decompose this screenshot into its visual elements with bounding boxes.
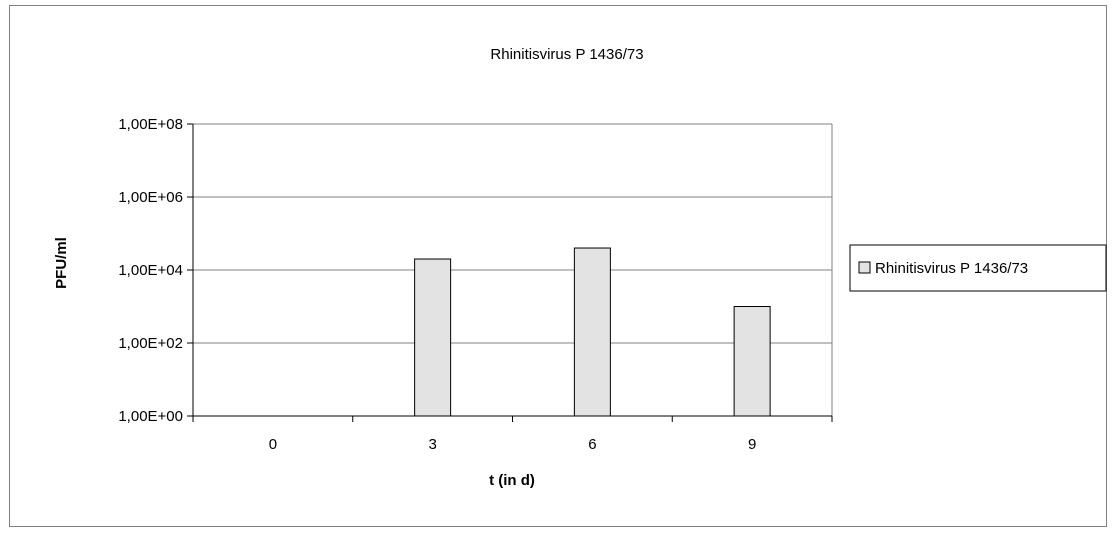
- gridlines: [193, 123, 833, 416]
- legend-box: [849, 244, 1107, 292]
- y-tick-labels: 1,00E+00 1,00E+02 1,00E+04 1,00E+06 1,00E+08: [118, 116, 183, 425]
- bars: [414, 247, 771, 417]
- y-tick-label: 1,00E+06: [118, 189, 183, 206]
- y-tick-label: 1,00E+04: [118, 262, 183, 279]
- legend-swatch: [858, 261, 871, 274]
- bar: [733, 306, 771, 417]
- x-axis-title: t (in d): [489, 472, 535, 489]
- bar: [573, 247, 611, 417]
- x-tick-labels: 0 3 6 9: [269, 436, 757, 453]
- bar: [414, 258, 452, 417]
- x-tick-label: 3: [428, 436, 436, 453]
- x-tick-label: 9: [748, 436, 756, 453]
- legend: Rhinitisvirus P 1436/73: [849, 244, 1107, 292]
- x-tick-label: 0: [269, 436, 277, 453]
- y-tick-label: 1,00E+08: [118, 116, 183, 133]
- chart-title: Rhinitisvirus P 1436/73: [490, 46, 643, 63]
- y-tick-label: 1,00E+00: [118, 408, 183, 425]
- axes: [187, 123, 833, 422]
- y-tick-label: 1,00E+02: [118, 335, 183, 352]
- legend-label: Rhinitisvirus P 1436/73: [875, 260, 1028, 277]
- x-tick-label: 6: [588, 436, 596, 453]
- y-axis-title: PFU/ml: [53, 237, 70, 289]
